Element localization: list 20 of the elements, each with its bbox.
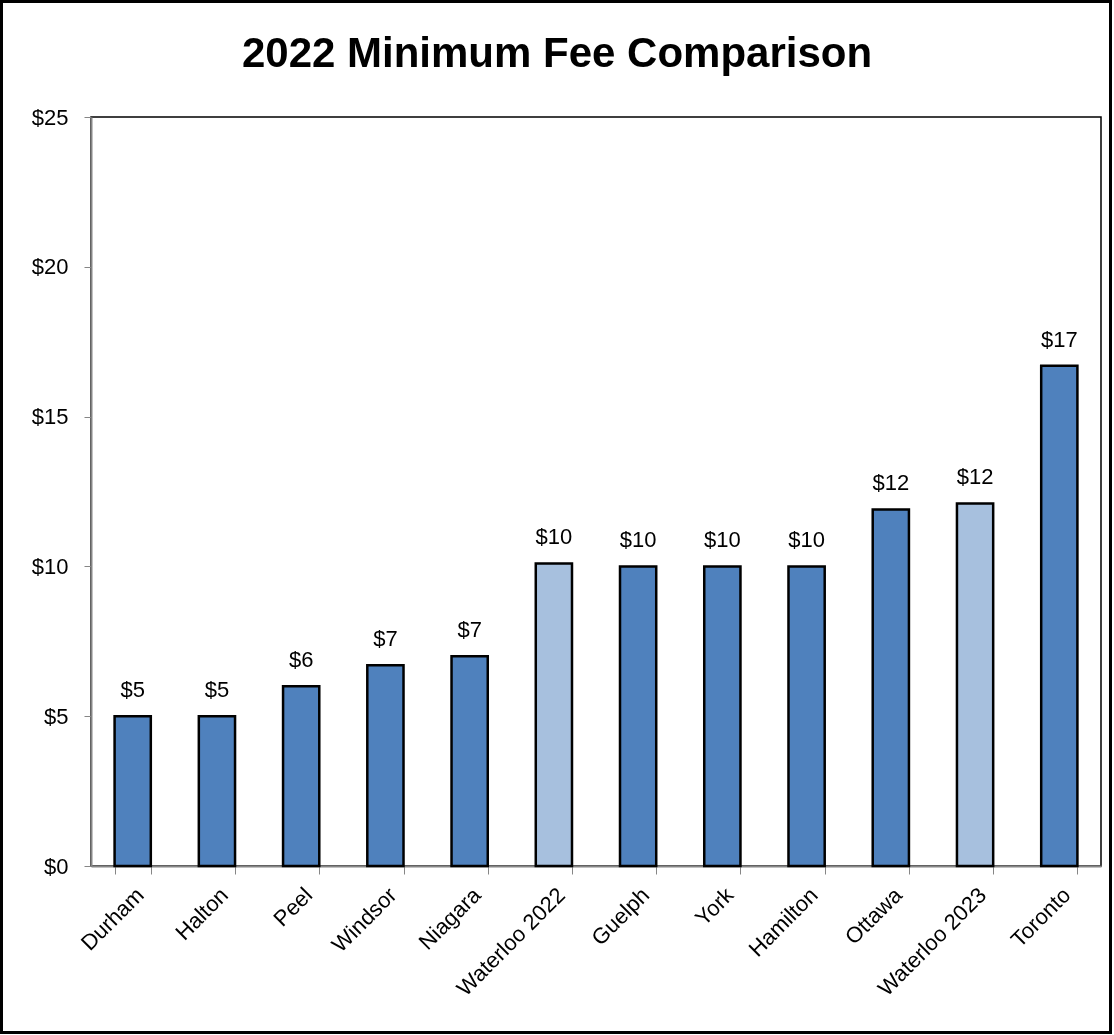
data-label: $10 xyxy=(619,527,657,553)
chart-title: 2022 Minimum Fee Comparison xyxy=(241,29,873,76)
y-tick-label: $10 xyxy=(31,553,69,579)
data-label: $5 xyxy=(204,677,230,703)
data-label: $12 xyxy=(872,470,910,496)
data-label: $10 xyxy=(788,527,825,553)
x-tick-label: York xyxy=(690,881,740,931)
data-label: $12 xyxy=(956,464,994,490)
data-label: $10 xyxy=(704,527,741,553)
y-tick-label: $5 xyxy=(44,703,69,729)
data-label: $6 xyxy=(288,647,314,673)
y-tick-label: $20 xyxy=(31,254,69,280)
y-tick-label: $15 xyxy=(31,404,69,430)
data-label: $7 xyxy=(457,617,482,643)
y-tick-label: $25 xyxy=(31,104,69,130)
data-label: $5 xyxy=(120,677,145,703)
data-label: $17 xyxy=(1040,326,1078,352)
y-tick-label: $0 xyxy=(44,853,69,879)
data-label: $10 xyxy=(535,524,573,550)
data-label: $7 xyxy=(373,626,398,652)
